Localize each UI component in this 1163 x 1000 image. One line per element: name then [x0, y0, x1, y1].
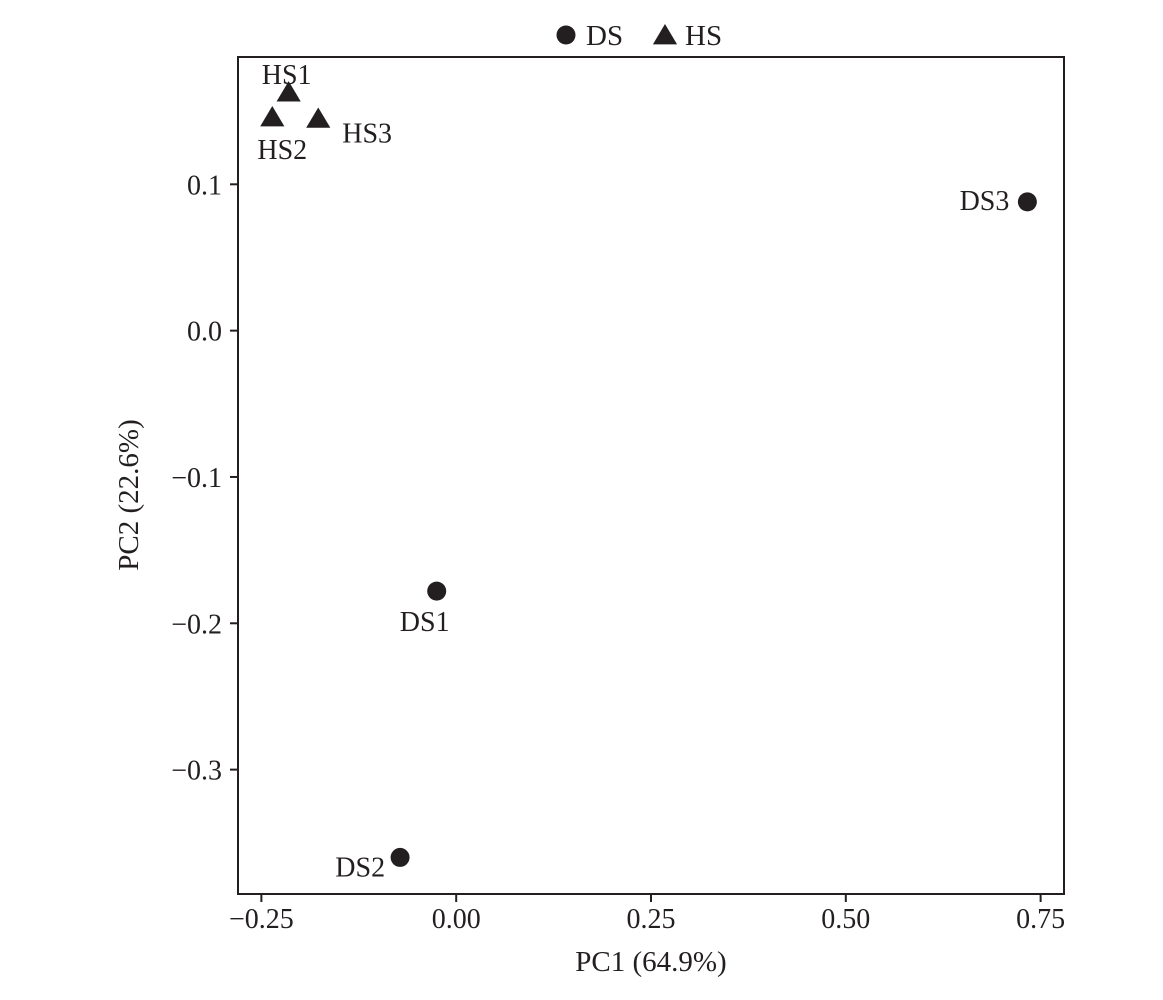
- x-axis-title: PC1 (64.9%): [575, 946, 726, 978]
- point-ds2: [390, 847, 410, 867]
- point-label-ds1: DS1: [400, 607, 450, 638]
- point-label-hs1: HS1: [262, 60, 312, 91]
- y-tick-label: 0.0: [187, 317, 222, 348]
- point-hs1: [276, 81, 301, 102]
- point-hs3: [306, 107, 331, 128]
- x-tick-label: −0.25: [229, 904, 294, 935]
- x-tick-label: 0.25: [627, 904, 676, 935]
- x-tick-label: 0.00: [432, 904, 481, 935]
- x-tick-label: 0.75: [1016, 904, 1065, 935]
- y-axis-title: PC2 (22.6%): [113, 419, 145, 570]
- legend-marker-hs: [652, 24, 678, 45]
- point-label-hs2: HS2: [257, 135, 307, 166]
- point-label-hs3: HS3: [342, 118, 392, 149]
- legend: DS HS: [556, 20, 722, 52]
- point-label-ds2: DS2: [335, 852, 385, 883]
- y-tick-label: −0.3: [171, 756, 222, 787]
- legend-label-ds: DS: [586, 20, 623, 52]
- x-axis: −0.25 0.00 0.25 0.50 0.75: [229, 894, 1065, 935]
- point-hs2: [260, 105, 285, 127]
- y-tick-label: −0.2: [171, 609, 222, 640]
- y-tick-label: 0.1: [187, 170, 222, 201]
- point-ds3: [1017, 192, 1037, 212]
- point-ds1: [427, 581, 447, 601]
- point-label-ds3: DS3: [960, 186, 1010, 217]
- data-points: DS1 DS2 DS3 HS1 HS2 HS3: [257, 60, 1037, 883]
- legend-label-hs: HS: [685, 20, 722, 52]
- x-tick-label: 0.50: [821, 904, 870, 935]
- plot-frame: [237, 56, 1065, 895]
- legend-marker-ds: [556, 25, 576, 45]
- y-axis: 0.1 0.0 −0.1 −0.2 −0.3: [171, 170, 238, 787]
- y-tick-label: −0.1: [171, 463, 222, 494]
